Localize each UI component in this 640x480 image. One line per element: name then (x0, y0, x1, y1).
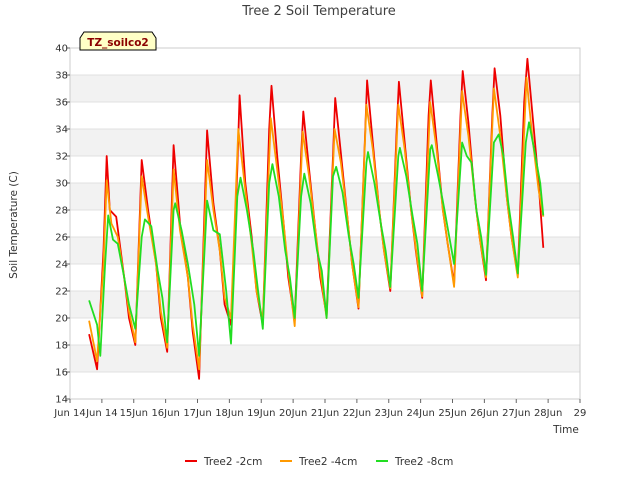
annotation-text: TZ_soilco2 (87, 37, 148, 49)
y-tick-label: 22 (55, 287, 68, 298)
x-tick-label: 28Jun (534, 408, 562, 419)
x-tick-label: 19Jun (247, 408, 275, 419)
y-tick-label: 14 (55, 395, 68, 406)
x-tick-label: 24Jun (406, 408, 434, 419)
plot-area (70, 48, 580, 399)
y-tick-label: 36 (55, 98, 68, 109)
y-tick-label: 30 (55, 179, 68, 190)
grid-band (70, 183, 580, 210)
y-axis-label: Soil Temperature (C) (8, 171, 20, 279)
grid-band (70, 237, 580, 264)
x-tick-label: 16Jun (151, 408, 179, 419)
y-tick-label: 40 (55, 44, 68, 55)
y-tick-label: 38 (55, 71, 68, 82)
x-axis: Jun 14 Jun 14 15Jun 16Jun 17Jun 18Jun 19Jun 20J… (53, 399, 586, 419)
grid-band (70, 129, 580, 156)
series-line (88, 76, 545, 371)
y-tick-label: 20 (55, 314, 68, 325)
y-tick-label: 26 (55, 233, 68, 244)
x-tick-label: 26Jun (470, 408, 498, 419)
x-tick-label: 22Jun (343, 408, 371, 419)
x-tick-label: 18Jun (215, 408, 243, 419)
y-tick-label: 34 (55, 125, 68, 136)
series-line (88, 121, 545, 357)
legend-label: Tree2 -4cm (298, 456, 357, 468)
x-tick-label: 29 (574, 408, 587, 419)
y-tick-label: 32 (55, 152, 68, 163)
grid-band (70, 345, 580, 372)
legend-label: Tree2 -2cm (203, 456, 262, 468)
x-tick-label: Jun 14 (85, 408, 118, 419)
y-axis: 14 16 18 20 22 24 26 28 30 32 34 36 38 40 (55, 44, 70, 406)
x-tick-label: 27Jun (502, 408, 530, 419)
x-tick-label: 15Jun (120, 408, 148, 419)
plot-background (69, 47, 581, 400)
legend-label: Tree2 -8cm (394, 456, 453, 468)
y-tick-label: 24 (55, 260, 68, 271)
y-tick-label: 28 (55, 206, 68, 217)
x-axis-label: Time (552, 424, 579, 436)
x-tick-label: Jun 14 (53, 408, 86, 419)
series-layer (88, 57, 545, 380)
x-tick-label: 21Jun (311, 408, 339, 419)
legend: Tree2 -2cm Tree2 -4cm Tree2 -8cm (185, 456, 453, 468)
x-tick-label: 25Jun (438, 408, 466, 419)
grid-band (70, 75, 580, 102)
x-tick-label: 23Jun (375, 408, 403, 419)
y-tick-label: 16 (55, 368, 68, 379)
annotation-badge: TZ_soilco2 (79, 31, 157, 51)
x-tick-label: 20Jun (279, 408, 307, 419)
x-tick-label: 17Jun (183, 408, 211, 419)
chart-title: Tree 2 Soil Temperature (241, 4, 396, 19)
y-tick-label: 18 (55, 341, 68, 352)
